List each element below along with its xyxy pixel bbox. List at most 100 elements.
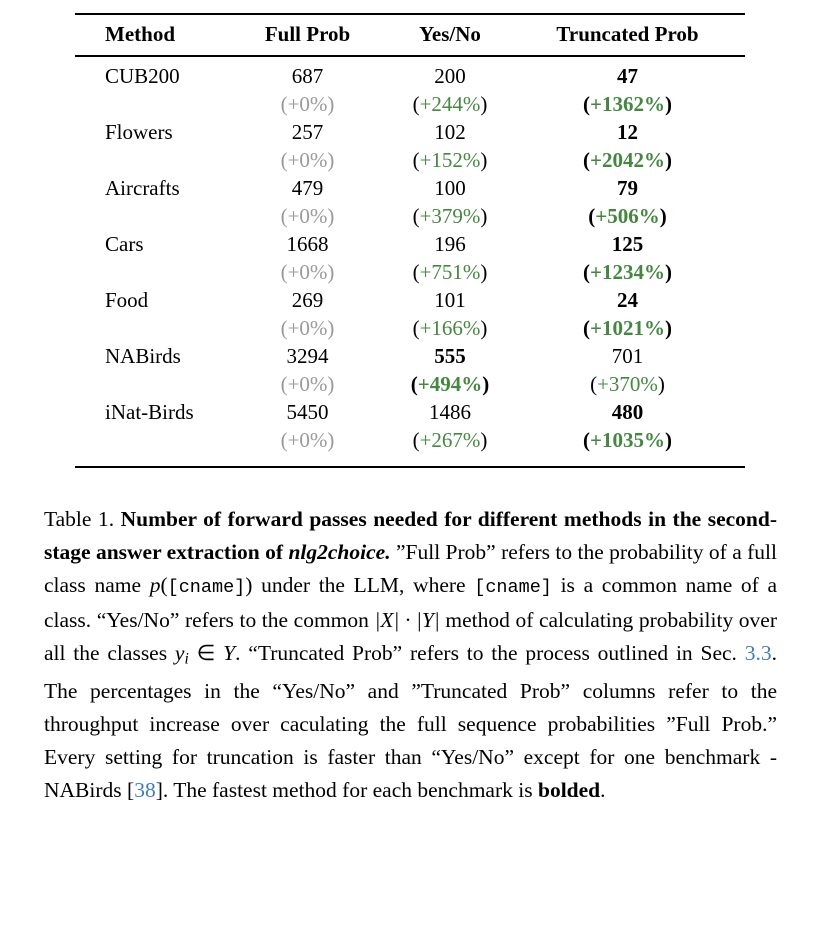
caption-text: Number of forward passes needed for diff…	[44, 507, 777, 564]
percent-text: )	[664, 427, 672, 452]
value-cell: 200	[434, 63, 466, 88]
value-cell: 555	[434, 343, 466, 368]
percent-text: (	[583, 315, 591, 340]
caption-text: )	[245, 573, 253, 597]
percent-text: (	[590, 371, 598, 396]
percent-text: )	[659, 203, 667, 228]
caption-text: [cname]	[474, 577, 552, 598]
percent-text: +244%	[419, 91, 481, 116]
value-cell: 1668	[286, 231, 329, 256]
empty-cell	[75, 426, 225, 467]
percent-text: )	[480, 427, 488, 452]
percent-cell: (+0%)	[280, 147, 335, 172]
percent-text: (	[583, 91, 591, 116]
value-cell: 47	[617, 63, 638, 88]
table-row-values: Aircrafts 479 100 79	[75, 174, 745, 202]
table-row-percentages: (+0%) (+751%) (+1234%)	[75, 258, 745, 286]
empty-cell	[75, 146, 225, 174]
table-row-percentages: (+0%) (+244%) (+1362%)	[75, 90, 745, 118]
value-cell: 269	[291, 287, 324, 312]
table-body: CUB200 687 200 47 (+0%) (+244%) (+1362%) Flower…	[75, 56, 745, 467]
value-cell: 480	[611, 399, 644, 424]
percent-text: (	[412, 91, 420, 116]
percent-text: +370%	[597, 371, 658, 396]
method-cell: Aircrafts	[105, 175, 180, 200]
table-row-percentages: (+0%) (+494%) (+370%)	[75, 370, 745, 398]
percent-text: )	[480, 91, 488, 116]
percent-cell: (+1234%)	[510, 258, 745, 286]
table-row-values: Food 269 101 24	[75, 286, 745, 314]
value-cell: 196	[434, 231, 466, 256]
caption-text: i	[184, 650, 189, 668]
percent-cell: (+2042%)	[510, 146, 745, 174]
caption-text: .	[600, 778, 606, 803]
percent-text: (	[412, 259, 420, 284]
value-cell: 100	[434, 175, 466, 200]
caption-link[interactable]: 38	[134, 778, 156, 803]
percent-cell: (+0%)	[280, 427, 335, 452]
value-cell: 101	[434, 287, 466, 312]
table-row-values: NABirds 3294 555 701	[75, 342, 745, 370]
percent-text: +379%	[419, 203, 481, 228]
value-cell: 12	[617, 119, 638, 144]
caption-text: under the LLM, where	[252, 573, 475, 597]
caption-link[interactable]: 3.3	[744, 641, 772, 665]
percent-cell: (+494%)	[390, 370, 510, 398]
value-cell: 257	[291, 119, 324, 144]
percent-text: +166%	[419, 315, 481, 340]
table-row-percentages: (+0%) (+379%) (+506%)	[75, 202, 745, 230]
method-cell: Cars	[105, 231, 144, 256]
table-row-percentages: (+0%) (+166%) (+1021%)	[75, 314, 745, 342]
percent-text: )	[480, 315, 488, 340]
table-row-percentages: (+0%) (+152%) (+2042%)	[75, 146, 745, 174]
percent-text: +1021%	[590, 315, 665, 340]
header-method: Method	[105, 22, 175, 46]
caption-text: nlg2choice.	[288, 540, 391, 564]
value-cell: 125	[611, 231, 644, 256]
percent-text: +152%	[419, 147, 481, 172]
percent-text: (	[412, 315, 420, 340]
percent-text: )	[480, 203, 488, 228]
percent-text: (	[588, 203, 596, 228]
value-cell: 24	[617, 287, 638, 312]
empty-cell	[75, 370, 225, 398]
empty-cell	[75, 202, 225, 230]
percent-text: (	[410, 371, 418, 396]
percent-cell: (+0%)	[280, 91, 335, 116]
header-truncated-prob: Truncated Prob	[556, 22, 699, 46]
percent-cell: (+0%)	[280, 203, 335, 228]
value-cell: 687	[291, 63, 324, 88]
method-cell: CUB200	[105, 63, 180, 88]
value-cell: 79	[617, 175, 638, 200]
percent-text: (	[412, 147, 420, 172]
header-full-prob: Full Prob	[264, 22, 351, 46]
caption-text: ]. The fastest method for each benchmark…	[155, 778, 538, 803]
percent-cell: (+370%)	[510, 370, 745, 398]
value-cell: 5450	[286, 399, 329, 424]
percent-text: +751%	[419, 259, 481, 284]
percent-cell: (+244%)	[390, 90, 510, 118]
percent-text: (	[583, 427, 591, 452]
method-cell: Food	[105, 287, 149, 312]
value-cell: 1486	[429, 399, 471, 424]
percent-text: +1234%	[590, 259, 665, 284]
method-cell: NABirds	[105, 343, 181, 368]
paper-page: Method Full Prob Yes/No Truncated Prob C…	[0, 13, 819, 807]
caption-text: bolded	[537, 778, 601, 803]
percent-cell: (+0%)	[280, 259, 335, 284]
percent-cell: (+1035%)	[510, 426, 745, 467]
caption-text: . The percentages in the “Yes/No” and ”T…	[44, 641, 777, 803]
percent-cell: (+506%)	[510, 202, 745, 230]
percent-cell: (+379%)	[390, 202, 510, 230]
table-caption: Table 1. Number of forward passes needed…	[44, 503, 777, 807]
caption-text: ∈	[188, 641, 224, 665]
percent-text: (	[412, 427, 420, 452]
caption-text: |X| · |Y|	[374, 608, 440, 632]
percent-text: )	[480, 259, 488, 284]
caption-text: Y	[223, 641, 236, 665]
value-cell: 479	[291, 175, 324, 200]
table-header-row: Method Full Prob Yes/No Truncated Prob	[75, 14, 745, 56]
table-row-values: iNat-Birds 5450 1486 480	[75, 398, 745, 426]
results-table: Method Full Prob Yes/No Truncated Prob C…	[75, 13, 745, 468]
caption-text: ”Full Prob” refers to the probability of…	[44, 540, 777, 597]
